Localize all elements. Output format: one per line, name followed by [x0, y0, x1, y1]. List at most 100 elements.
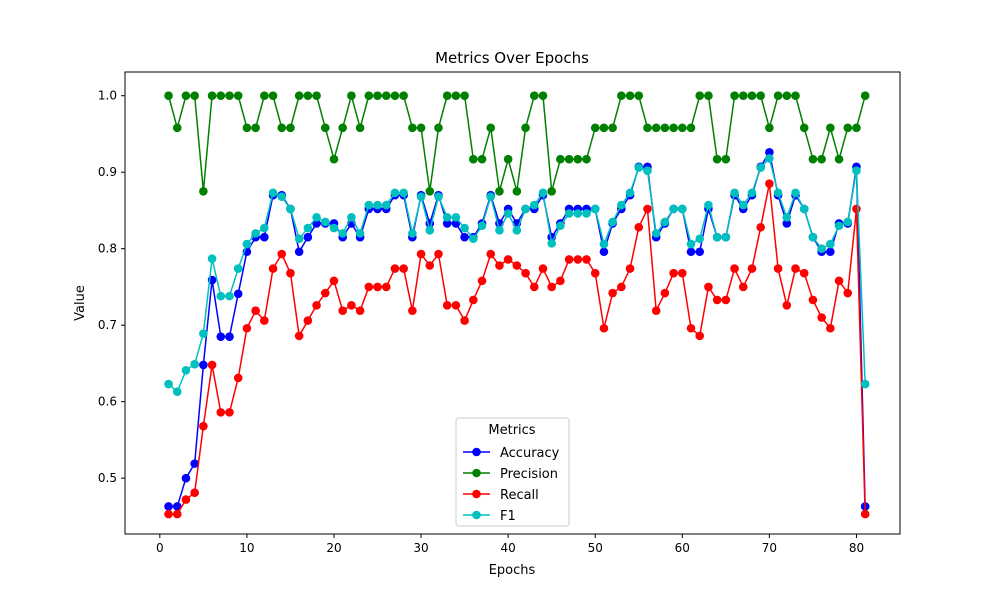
f1-point [782, 213, 792, 222]
legend: Metrics Accuracy Precision Recall F1 [455, 417, 570, 527]
precision-point [704, 91, 713, 101]
precision-point [590, 123, 600, 133]
precision-point [260, 91, 269, 101]
recall-point [364, 282, 374, 292]
legend-marker-f1 [472, 510, 481, 520]
recall-point [564, 255, 574, 264]
precision-point [477, 154, 487, 164]
y-tick-label: 0.5 [98, 471, 117, 485]
recall-point [625, 264, 635, 273]
f1-point [303, 223, 313, 233]
recall-point [286, 268, 295, 278]
precision-point [512, 187, 522, 196]
recall-point [556, 276, 565, 286]
accuracy-point [233, 289, 243, 299]
y-tick-label: 1.0 [98, 89, 117, 103]
f1-point [695, 234, 705, 244]
f1-point [164, 379, 173, 389]
precision-point [529, 91, 539, 101]
accuracy-point [225, 332, 234, 341]
y-axis: 0.5 0.6 0.7 0.8 0.9 1.0 [98, 89, 125, 485]
accuracy-point [826, 247, 835, 257]
recall-point [791, 264, 800, 273]
accuracy-point [442, 219, 452, 228]
y-tick-label: 0.8 [98, 242, 117, 256]
precision-point [791, 91, 800, 101]
f1-point [573, 209, 583, 218]
precision-point [608, 123, 617, 133]
f1-point [678, 204, 687, 214]
legend-label-accuracy: Accuracy [500, 446, 560, 461]
x-axis: 0 10 20 30 40 50 60 70 80 [156, 534, 864, 555]
x-tick-label: 70 [762, 541, 777, 555]
recall-point [538, 264, 548, 273]
f1-point [860, 379, 870, 389]
accuracy-point [303, 232, 313, 242]
recall-point [303, 316, 313, 325]
accuracy-point [451, 219, 461, 228]
recall-point [529, 282, 539, 292]
f1-point [320, 217, 330, 227]
x-tick-label: 30 [413, 541, 428, 555]
precision-point [782, 91, 792, 101]
precision-point [817, 154, 826, 164]
precision-point [207, 91, 217, 101]
x-tick-label: 0 [156, 541, 164, 555]
recall-point [338, 306, 348, 315]
accuracy-point [172, 502, 182, 511]
x-axis-label: Epochs [489, 563, 536, 578]
recall-point [164, 509, 173, 519]
x-tick-label: 50 [588, 541, 603, 555]
f1-point [730, 188, 739, 198]
precision-point [469, 154, 478, 164]
precision-point [747, 91, 757, 101]
precision-point [582, 154, 591, 164]
legend-title: Metrics [488, 423, 535, 438]
recall-point [782, 300, 792, 310]
recall-point [486, 249, 496, 259]
precision-point [852, 123, 861, 133]
precision-point [826, 123, 835, 133]
f1-point [721, 232, 731, 242]
recall-point [233, 373, 243, 383]
precision-point [268, 91, 278, 101]
precision-point [503, 154, 513, 164]
recall-point [643, 204, 652, 214]
f1-point [634, 163, 644, 172]
f1-point [190, 359, 199, 369]
series-recall [164, 179, 870, 519]
recall-point [721, 295, 731, 305]
f1-point [521, 204, 530, 214]
f1-point [712, 232, 722, 242]
f1-point [207, 254, 217, 263]
f1-point [651, 229, 661, 238]
precision-point [730, 91, 739, 101]
precision-point [408, 123, 417, 133]
recall-point [712, 295, 722, 305]
recall-point [172, 509, 182, 519]
legend-marker-recall [472, 489, 481, 499]
recall-point [242, 323, 252, 333]
legend-box [455, 417, 570, 527]
f1-point [181, 366, 191, 375]
recall-point [599, 323, 609, 333]
precision-point [434, 123, 443, 133]
recall-point [408, 306, 417, 315]
f1-point [773, 188, 783, 198]
f1-point [547, 239, 556, 248]
recall-point [634, 222, 644, 232]
accuracy-point [260, 232, 269, 242]
legend-label-f1: F1 [500, 509, 516, 524]
accuracy-point [782, 219, 792, 228]
precision-point [181, 91, 191, 101]
accuracy-point [695, 247, 705, 257]
recall-point [608, 288, 617, 298]
precision-point [373, 91, 382, 101]
precision-point [765, 123, 774, 133]
f1-point [373, 200, 382, 210]
recall-point [373, 282, 382, 292]
recall-point [425, 261, 435, 270]
precision-point [521, 123, 530, 133]
precision-point [669, 123, 678, 133]
recall-point [390, 264, 400, 273]
